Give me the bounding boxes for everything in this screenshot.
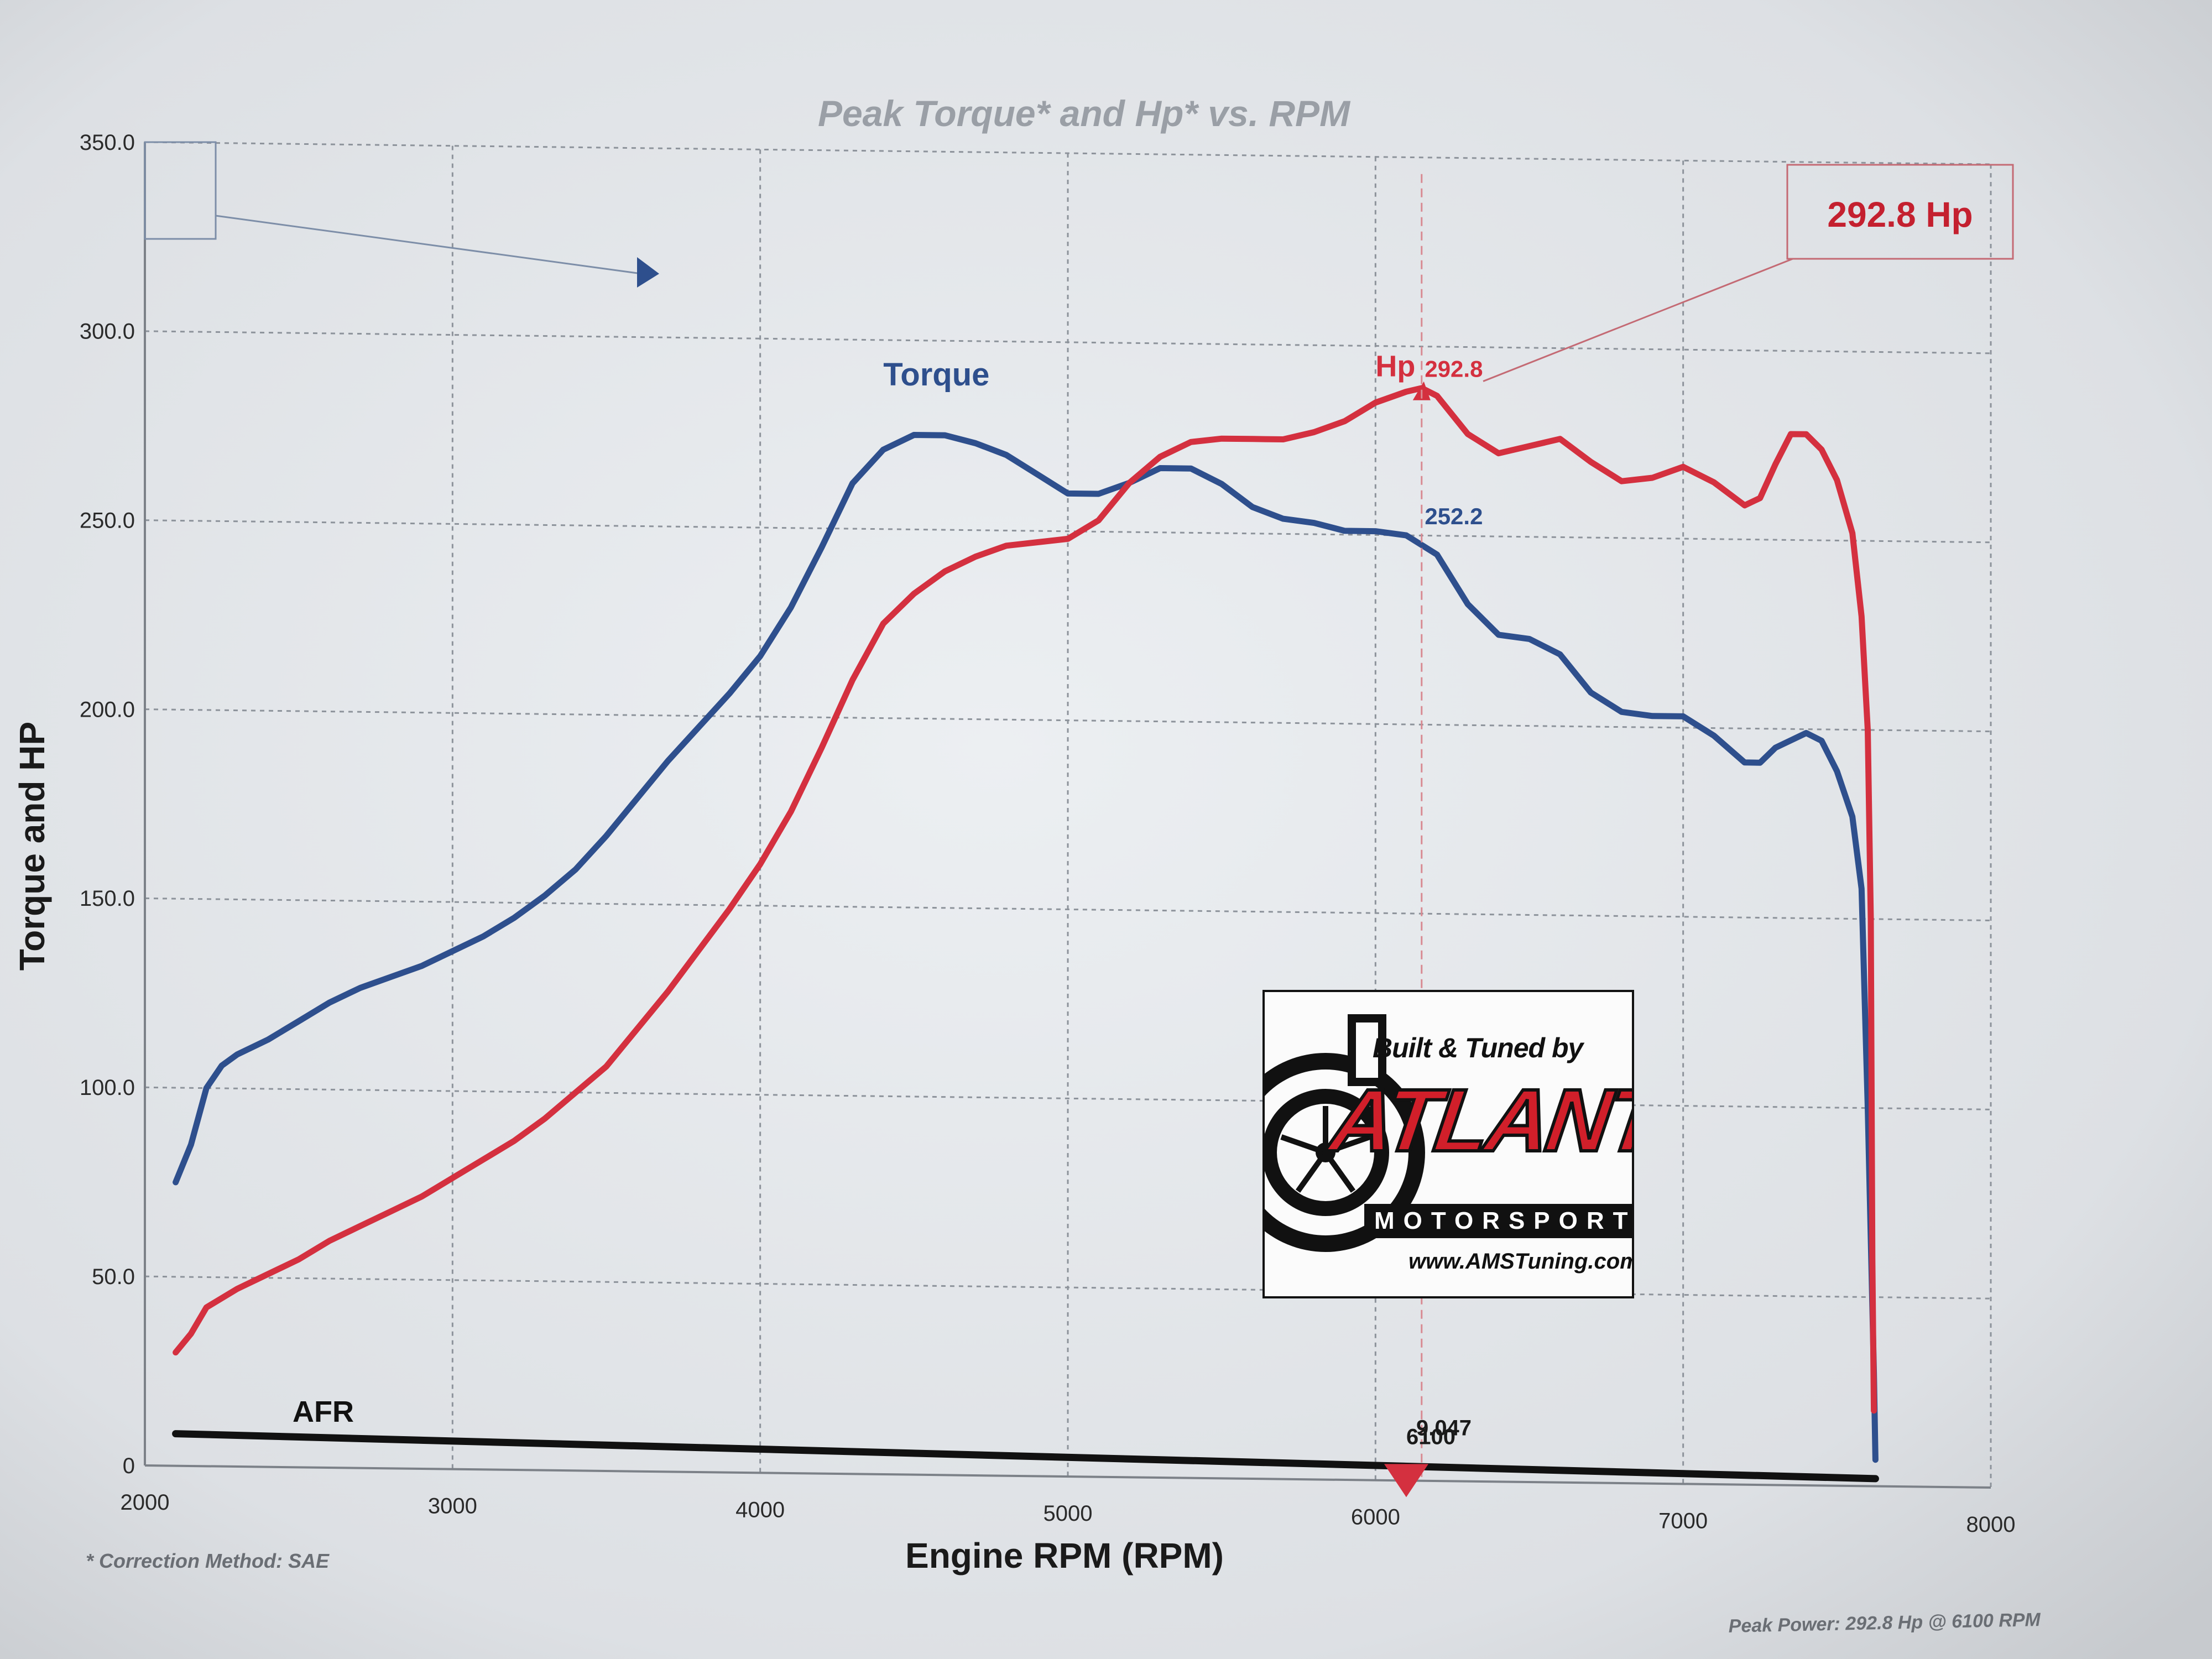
axes: 2000 3000 4000 5000 6000 7000 8000 0 50.0 100.0 15… [80,131,2016,1537]
logo-name-text: ATLANTIC [1322,1069,1634,1171]
rpm-marker [1384,1464,1428,1498]
y-tick-label: 300.0 [80,320,135,344]
y-axis-label: Torque and HP [12,722,52,971]
y-tick-label: 100.0 [80,1076,135,1100]
hp-peak-callout-text: 292.8 Hp [1827,195,1973,234]
series [172,385,1879,1483]
afr-label: AFR [293,1395,354,1428]
footnote-correction-method: * Correction Method: SAE [86,1550,330,1572]
gridline-y-5 [144,519,1991,544]
gridline-y-6 [144,330,1991,354]
x-tick-label: 5000 [1044,1501,1093,1526]
gridline-y-3 [144,897,1991,921]
torque-at-peak-value: 252.2 [1425,503,1483,529]
x-tick-label: 6000 [1351,1505,1400,1530]
y-tick-label: 0 [123,1454,135,1478]
hp-peak-label: Hp [1375,349,1415,383]
gridline-y-4 [144,708,1991,733]
x-axis-line [144,1464,1991,1489]
y-tick-label: 250.0 [80,508,135,533]
atlantic-motorsports-logo: Built & Tuned by ATLANTIC MOTORSPORTS ww… [1262,990,1634,1298]
marker-readout-rpm: 6100 [1406,1425,1455,1449]
x-tick-label: 2000 [121,1490,170,1515]
hp-peak-callout-box [1786,164,2014,260]
y-tick-label: 200.0 [80,697,135,722]
logo-sub-text: MOTORSPORTS [1364,1204,1632,1238]
series-line-torque [173,432,1879,1463]
logo-built-by-text: Built & Tuned by [1373,1032,1583,1063]
turbo-icon [1265,1014,1425,1252]
y-tick-label: 350.0 [80,131,135,155]
selection-box [144,141,217,240]
x-tick-label: 7000 [1658,1509,1708,1533]
x-tick-label: 8000 [1966,1512,2016,1537]
selection-arrow-head [637,257,659,288]
series-line-hp [173,385,1877,1414]
y-tick-label: 150.0 [80,886,135,911]
series-line-afr [172,1430,1879,1483]
torque-curve-label: Torque [883,357,989,393]
hp-peak-callout-leader [1483,258,1793,382]
x-axis-label: Engine RPM (RPM) [905,1536,1224,1575]
marker-readout-afr: 9.047 [1416,1416,1472,1440]
hp-peak-value: 292.8 [1425,356,1483,382]
gridline-y-7 [144,141,1991,165]
chart-title: Peak Torque* and Hp* vs. RPM [818,93,1351,134]
y-tick-label: 50.0 [92,1265,135,1289]
x-tick-label: 4000 [735,1498,785,1522]
selection-arrow-line [215,215,642,275]
x-tick-label: 3000 [428,1494,477,1519]
chart-text: Peak Torque* and Hp* vs. RPM Engine RPM … [12,93,2041,1637]
gridline-y-1 [144,1275,1991,1300]
gridline-y-2 [144,1086,1991,1110]
logo-url-text: www.AMSTuning.com [1408,1249,1634,1274]
